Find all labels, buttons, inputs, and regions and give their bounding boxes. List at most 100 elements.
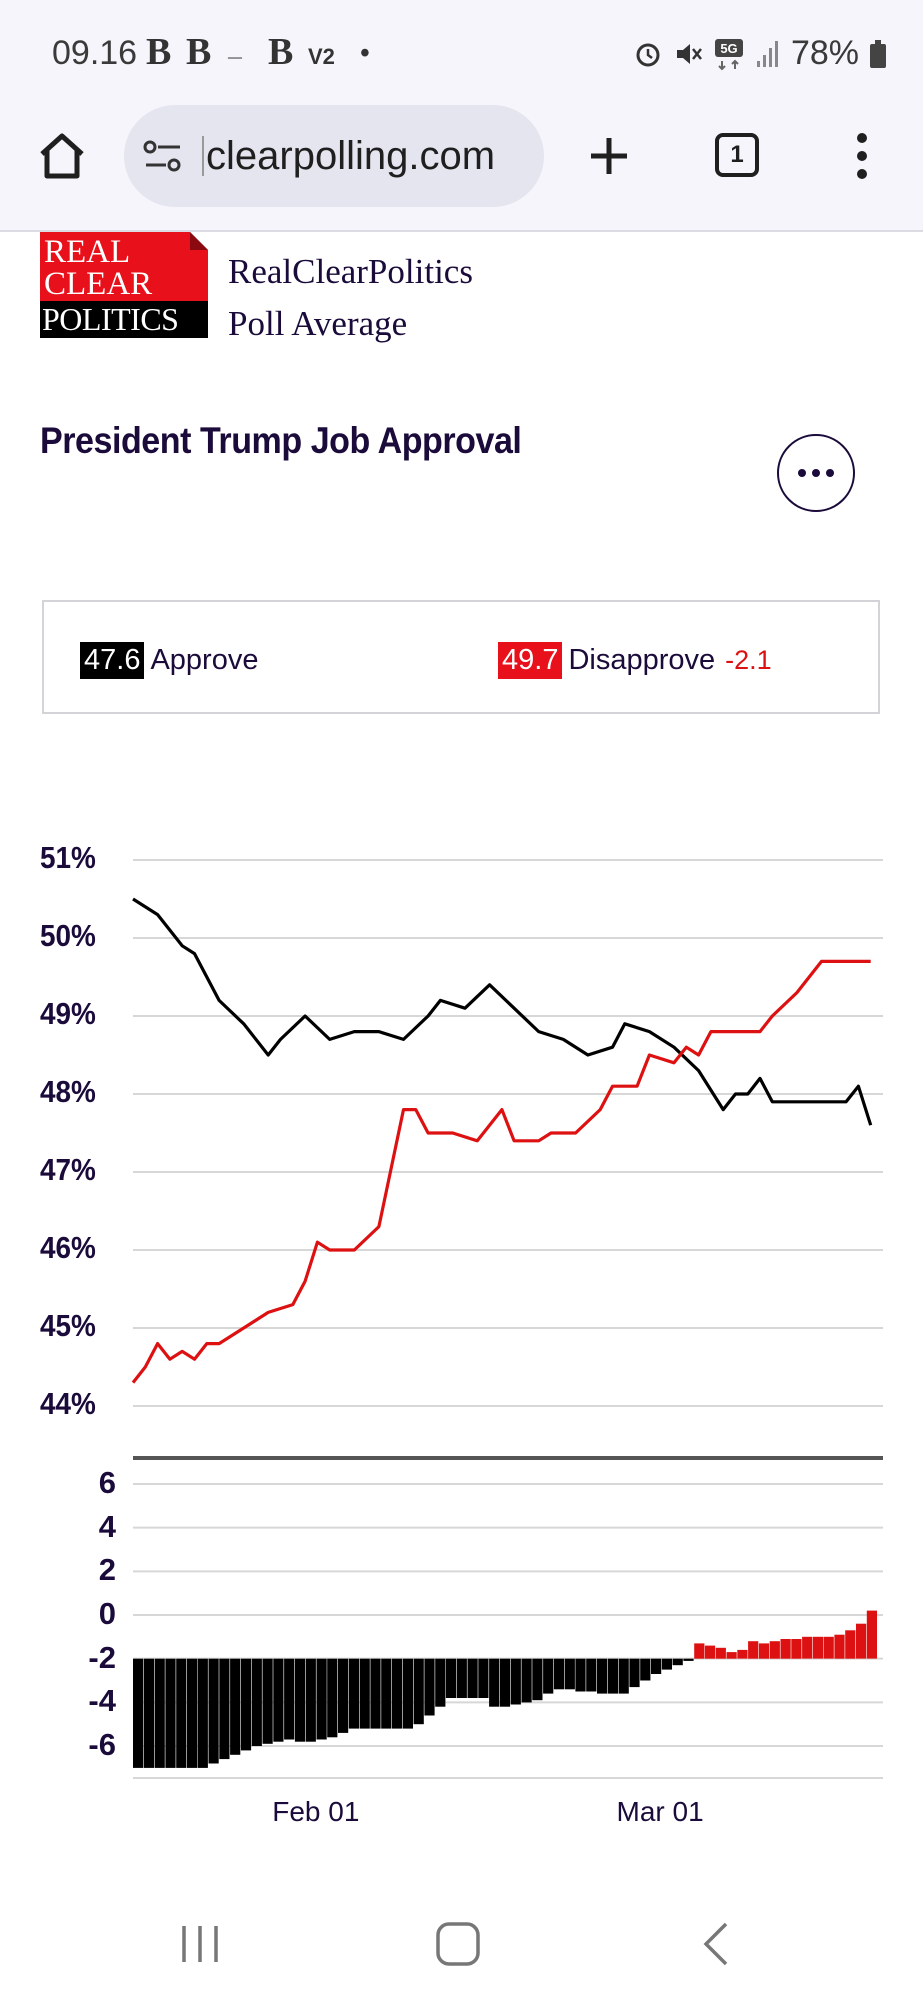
y-tick-label: 45%: [40, 1308, 96, 1343]
system-nav-bar: [0, 1900, 923, 2000]
text-cursor: [202, 136, 204, 176]
spread-bar: [834, 1634, 845, 1659]
rcp-logo[interactable]: REAL CLEAR POLITICS: [40, 232, 208, 338]
site-settings-icon[interactable]: [142, 137, 184, 175]
spread-bar: [564, 1658, 575, 1690]
y-tick-label: 6: [98, 1465, 116, 1500]
spread-bar: [262, 1658, 273, 1744]
signal-icon: [756, 40, 778, 67]
spread-bar: [802, 1636, 813, 1659]
spread-bar: [758, 1643, 770, 1659]
spread-bar: [737, 1649, 748, 1659]
spread-bar: [133, 1658, 144, 1768]
disapprove-label: Disapprove: [568, 644, 716, 676]
back-icon[interactable]: [700, 1920, 732, 1968]
spread-bar: [866, 1610, 877, 1659]
disapprove-value-badge: 49.7: [498, 642, 563, 679]
spread-bar: [392, 1658, 403, 1729]
notification-glyph: B: [146, 31, 172, 73]
approve-value-badge: 47.6: [80, 642, 145, 679]
spread-bar: [726, 1652, 737, 1659]
spread-bar: [208, 1658, 219, 1764]
legend-box: 47.6 Approve 49.7 Disapprove -2.1: [42, 600, 880, 714]
notification-glyph: B: [268, 31, 294, 73]
y-tick-label: 51%: [40, 840, 96, 875]
notification-glyph: •: [360, 38, 370, 69]
spread-bar: [812, 1636, 824, 1659]
more-options-button[interactable]: [777, 434, 855, 512]
spread-bar: [543, 1658, 554, 1694]
y-tick-label: 46%: [40, 1230, 96, 1265]
spread-bar: [240, 1658, 252, 1751]
x-tick-label: Mar 01: [616, 1796, 704, 1827]
spread-bar: [575, 1658, 586, 1692]
browser-toolbar: clearpolling.com 1: [0, 105, 923, 232]
status-bar: 09.16 B B — B V2 • 5G 78%: [0, 0, 923, 105]
spread-bar: [845, 1630, 856, 1659]
spread-bar: [467, 1658, 478, 1698]
spread-bar: [435, 1658, 446, 1707]
spread-bar: [370, 1658, 381, 1729]
logo-line: CLEAR: [44, 266, 153, 302]
tab-count-icon[interactable]: 1: [715, 133, 759, 177]
approve-label: Approve: [150, 644, 259, 676]
spread-bar: [553, 1658, 565, 1690]
spread-bar: [359, 1658, 370, 1729]
spread-bar: [683, 1658, 694, 1661]
spread-bar: [489, 1658, 500, 1707]
spread-bar: [230, 1658, 241, 1755]
spread-bar: [651, 1658, 662, 1674]
spread-bar: [694, 1643, 705, 1659]
spread-bar: [197, 1658, 208, 1768]
home-nav-icon[interactable]: [434, 1920, 482, 1968]
y-tick-label: 50%: [40, 918, 96, 953]
spread-bar: [597, 1658, 608, 1694]
spread-bar: [640, 1658, 651, 1681]
chart-title: President Trump Job Approval: [40, 420, 522, 461]
more-dots-icon: [798, 469, 834, 477]
menu-dots-icon[interactable]: [852, 130, 872, 182]
spread-bar: [478, 1658, 489, 1698]
spread-bar: [348, 1658, 359, 1729]
recents-icon[interactable]: [178, 1922, 222, 1966]
y-tick-label: 2: [98, 1552, 116, 1588]
spread-bar: [532, 1658, 543, 1701]
spread-bar: [748, 1641, 759, 1659]
spread-bar: [586, 1658, 597, 1692]
spread-bar: [338, 1658, 349, 1733]
spread-bar: [704, 1645, 716, 1659]
spread-bar: [672, 1658, 683, 1666]
legend-approve: 47.6 Approve: [80, 642, 258, 679]
spread-bar: [521, 1658, 532, 1703]
mute-icon: [676, 43, 702, 64]
battery-percent: 78%: [790, 34, 859, 72]
spread-bar: [456, 1658, 467, 1698]
spread-bar: [381, 1658, 392, 1729]
legend-disapprove: 49.7 Disapprove -2.1: [498, 642, 772, 679]
spread-bar: [294, 1658, 306, 1742]
y-tick-label: -6: [88, 1727, 116, 1762]
site-name-line1: RealClearPolitics: [228, 252, 473, 291]
spread-bar: [165, 1658, 176, 1768]
spread-bar: [715, 1647, 726, 1659]
site-name: RealClearPolitics Poll Average: [228, 246, 473, 350]
y-tick-label: -2: [88, 1639, 116, 1675]
spread-bar: [607, 1658, 618, 1694]
address-bar[interactable]: clearpolling.com: [124, 105, 544, 207]
x-tick-label: Feb 01: [272, 1796, 360, 1827]
alarm-icon: [636, 43, 660, 66]
spread-bar: [176, 1658, 187, 1768]
new-tab-icon[interactable]: [585, 132, 633, 180]
series-line-approve: [132, 897, 873, 1126]
spread-bar: [316, 1658, 327, 1740]
logo-line: REAL: [44, 234, 131, 270]
home-icon[interactable]: [36, 130, 88, 182]
spread-value: -2.1: [725, 645, 772, 675]
url-text[interactable]: clearpolling.com: [206, 133, 496, 178]
spread-bar: [187, 1658, 198, 1768]
notification-glyph: —: [228, 50, 242, 65]
notification-glyph: V2: [308, 44, 335, 69]
spread-bar: [510, 1658, 521, 1705]
y-tick-label: -4: [88, 1683, 116, 1719]
spread-bar: [402, 1658, 413, 1729]
